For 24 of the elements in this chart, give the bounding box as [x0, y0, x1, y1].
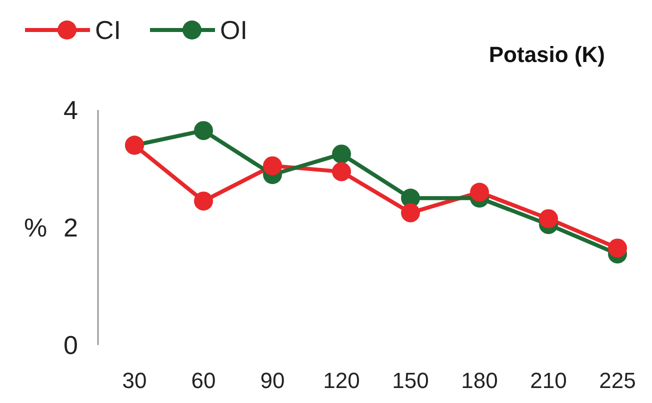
x-tick-label: 150 [392, 368, 429, 393]
y-tick-label: 0 [64, 330, 78, 360]
x-tick-label: 210 [530, 368, 567, 393]
legend-label: OI [220, 15, 248, 46]
y-tick-label: 2 [64, 212, 78, 243]
point [539, 209, 558, 228]
point [470, 182, 489, 202]
y-tick-label: 4 [64, 95, 78, 126]
point [194, 121, 213, 140]
x-tick-label: 30 [122, 368, 147, 393]
x-tick-label: 120 [323, 368, 360, 393]
chart-title: Potasio (K) [488, 42, 605, 67]
point [332, 144, 351, 164]
x-tick-label: 90 [260, 368, 285, 393]
point [263, 156, 282, 176]
point [194, 192, 213, 211]
point [608, 238, 627, 258]
x-tick-label: 60 [191, 368, 216, 393]
point [401, 203, 420, 222]
x-tick-label: 225 [599, 368, 636, 393]
legend-label: CI [95, 15, 121, 46]
point [332, 162, 351, 182]
x-tick-label: 180 [461, 368, 498, 393]
y-axis-title: % [24, 212, 48, 243]
